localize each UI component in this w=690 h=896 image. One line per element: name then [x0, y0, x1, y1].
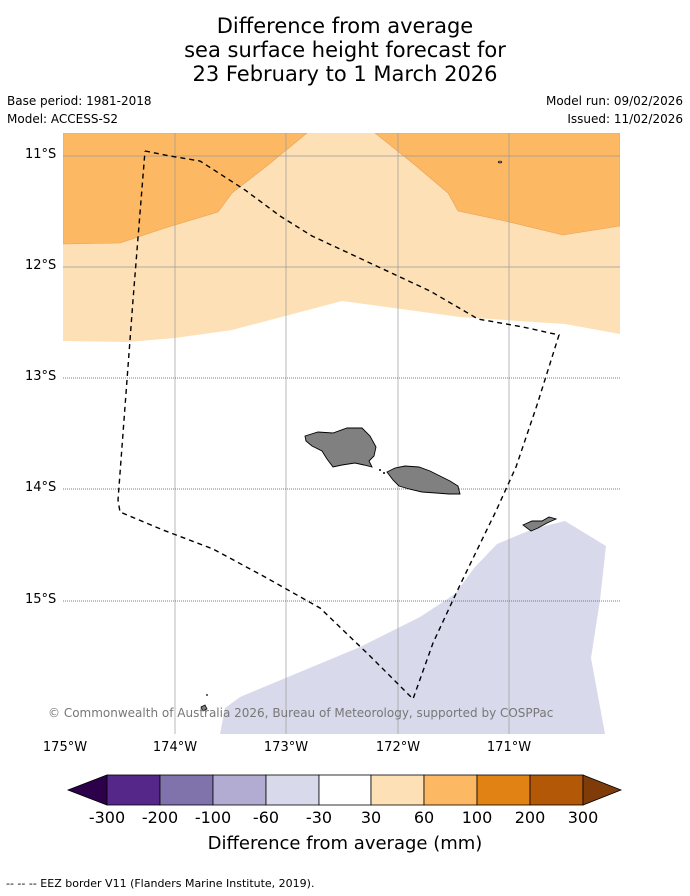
band-minus-60-minus-30 [220, 521, 606, 734]
colorbar-swatch-4 [265, 774, 320, 806]
island-tau [200, 704, 208, 712]
colorbar-swatch-8 [476, 774, 531, 806]
island-tutuila [522, 516, 558, 532]
island-upolu [386, 465, 461, 495]
band-60-100-east [374, 133, 620, 236]
island-manono [379, 469, 381, 471]
base-period: Base period: 1981-2018 [7, 94, 152, 108]
lat-label-14s: 14°S [25, 480, 57, 495]
colorbar-swatch-3 [212, 774, 267, 806]
chart-title: Difference from average sea surface heig… [0, 14, 690, 86]
lon-label-173w: 173°W [263, 740, 309, 755]
colorbar-swatch-above-300 [582, 774, 623, 806]
issued-date: Issued: 11/02/2026 [567, 112, 683, 126]
lon-label-174w: 174°W [152, 740, 198, 755]
colorbar-swatch-2 [159, 774, 214, 806]
grid [63, 133, 620, 734]
colorbar [66, 774, 623, 806]
island-swains [497, 160, 503, 164]
colorbar-tick-3: -60 [252, 808, 280, 827]
colorbar-tick-5: 30 [360, 808, 382, 827]
colorbar-swatch-below-300 [66, 774, 108, 806]
colorbar-tick-2: -100 [194, 808, 232, 827]
island-savaii [304, 427, 377, 468]
title-line-1: Difference from average [216, 14, 474, 38]
colorbar-tick-6: 60 [413, 808, 435, 827]
colorbar-title: Difference from average (mm) [207, 833, 483, 854]
colorbar-swatch-1 [106, 774, 161, 806]
model-run: Model run: 09/02/2026 [545, 94, 683, 108]
lon-label-172w: 172°W [375, 740, 421, 755]
eez-border [117, 150, 560, 701]
model-name: Model: ACCESS-S2 [7, 112, 119, 126]
colorbar-swatch-5 [318, 774, 372, 806]
colorbar-tick-1: -200 [141, 808, 179, 827]
copyright-notice: © Commonwealth of Australia 2026, Bureau… [48, 706, 554, 720]
eez-legend-footer: -- -- -- EEZ border V11 (Flanders Marine… [6, 877, 315, 890]
island-rose [206, 694, 208, 696]
lat-label-15s: 15°S [25, 592, 57, 607]
lat-label-12s: 12°S [25, 258, 57, 273]
lat-label-11s: 11°S [25, 147, 57, 162]
colorbar-swatch-9 [529, 774, 584, 806]
colorbar-tick-7: 100 [461, 808, 493, 827]
colorbar-swatch-7 [423, 774, 478, 806]
title-line-2: sea surface height forecast for [184, 38, 506, 62]
lon-label-175w: 175°W [42, 740, 88, 755]
lat-label-13s: 13°S [25, 369, 57, 384]
colorbar-tick-4: -30 [305, 808, 333, 827]
title-line-3: 23 February to 1 March 2026 [192, 62, 498, 86]
colorbar-swatch-6 [370, 774, 425, 806]
colorbar-tick-0: -300 [88, 808, 126, 827]
band-60-100-west [63, 133, 308, 245]
lon-label-171w: 171°W [486, 740, 532, 755]
colorbar-tick-8: 200 [514, 808, 546, 827]
island-apolima [383, 472, 385, 474]
colorbar-tick-9: 300 [567, 808, 599, 827]
